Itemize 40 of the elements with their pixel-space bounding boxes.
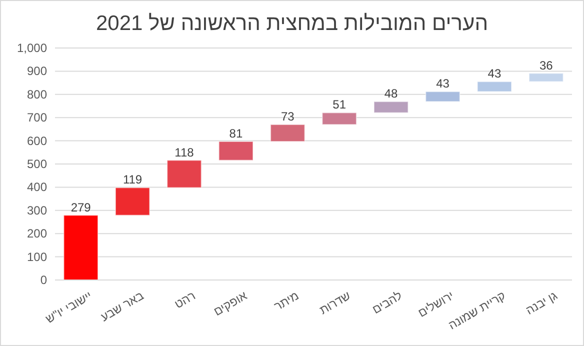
y-tick-label: 100	[26, 250, 48, 264]
bar	[218, 140, 254, 161]
y-tick-label: 300	[26, 203, 48, 218]
x-tick-label: באר שבע	[98, 288, 146, 324]
y-tick-label: 900	[26, 64, 48, 78]
data-label: 81	[229, 126, 243, 140]
y-tick-label: 700	[26, 110, 48, 125]
y-tick-label: 400	[26, 180, 48, 194]
bar	[63, 214, 98, 280]
x-tick-label: מיתר	[272, 288, 302, 314]
data-label: 43	[488, 66, 502, 81]
bar	[528, 72, 564, 82]
data-label: 73	[280, 110, 295, 124]
x-tick-label: שדרות	[317, 288, 354, 318]
data-label: 118	[174, 145, 194, 160]
x-tick-label: יישובי יו"ש	[43, 288, 94, 326]
bar	[373, 101, 409, 114]
bar	[114, 187, 150, 216]
chart-title: הערים המובילות במחצית הראשונה של 2021	[96, 12, 488, 35]
y-tick-label: 600	[26, 134, 48, 148]
x-tick-label: להבים	[370, 288, 405, 317]
y-tick-label: 800	[26, 87, 48, 102]
bar	[476, 81, 512, 92]
data-label: 43	[436, 76, 450, 91]
bar	[166, 160, 202, 188]
bar	[425, 91, 460, 102]
x-tick-label: אופקים	[211, 288, 250, 319]
y-tick-label: 1,000	[16, 41, 48, 55]
bar	[270, 124, 306, 142]
data-label: 279	[70, 200, 92, 214]
data-label: 119	[122, 172, 142, 187]
data-label: 51	[332, 98, 346, 112]
data-label: 36	[539, 58, 554, 72]
x-tick-label: גן יבנה	[523, 288, 560, 318]
x-tick-label: רהט	[172, 288, 198, 312]
bar	[322, 112, 357, 126]
data-label: 48	[384, 86, 398, 101]
y-tick-label: 500	[26, 157, 48, 171]
y-tick-label: 0	[40, 273, 48, 287]
y-tick-label: 200	[26, 226, 48, 241]
